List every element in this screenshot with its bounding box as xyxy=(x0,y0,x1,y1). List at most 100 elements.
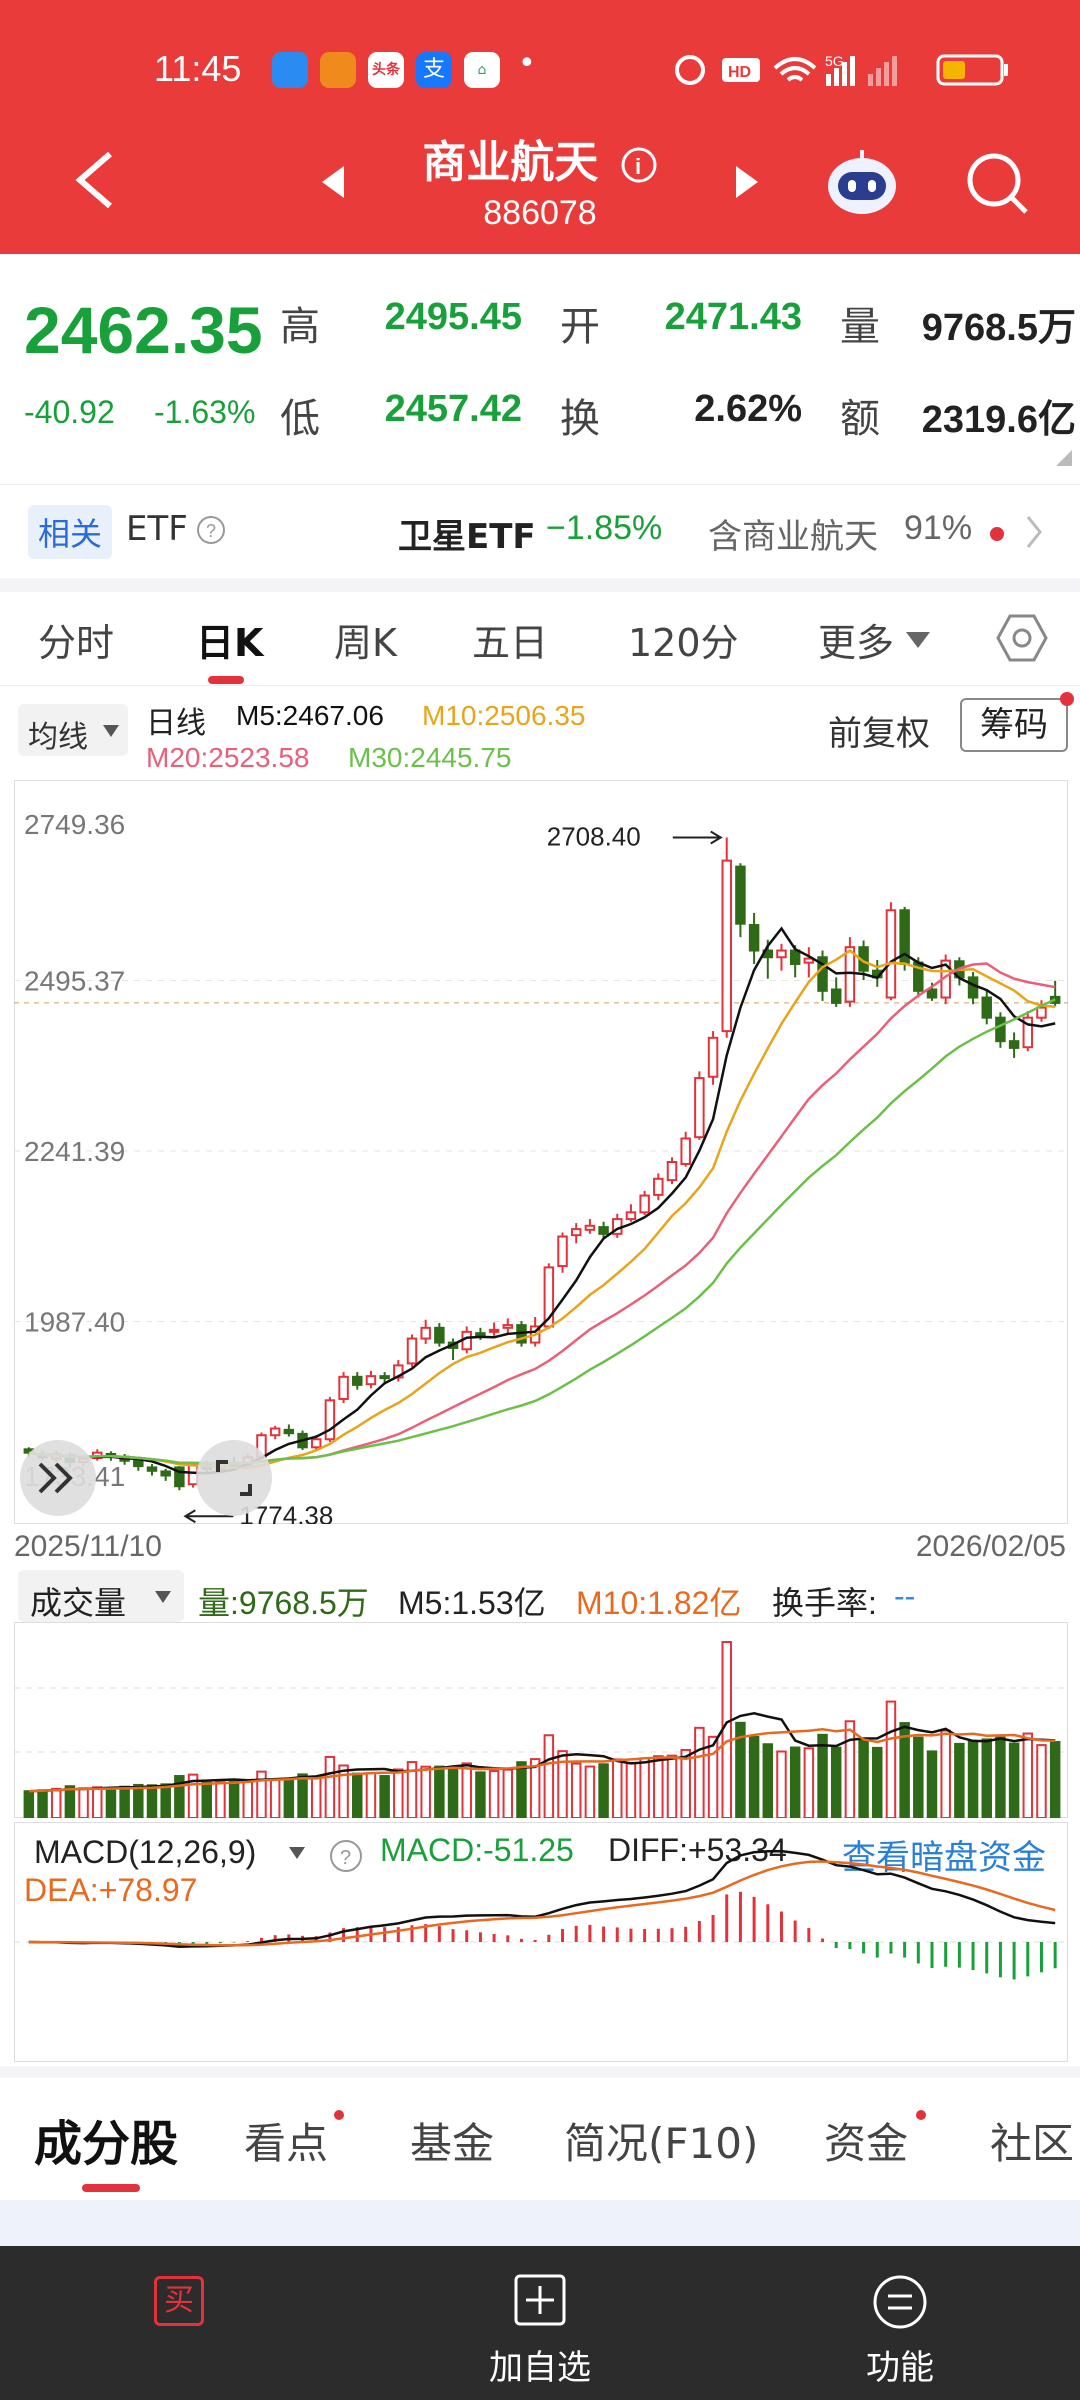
volume-bar xyxy=(776,1750,787,1818)
more-notifications-icon: • xyxy=(518,46,536,81)
add-watchlist-label[interactable]: 加自选 xyxy=(489,2348,591,2388)
volume-bar xyxy=(625,1762,637,1818)
volume-bar xyxy=(967,1739,979,1818)
status-bar: 11:45 头条 支 ⌂ • HD 5G xyxy=(150,46,1040,92)
volume-bar xyxy=(995,1736,1006,1818)
diff-value: DIFF:+53.34 xyxy=(608,1832,787,1868)
volume-bar xyxy=(557,1750,568,1818)
function-menu-icon[interactable] xyxy=(872,2274,928,2330)
indicator-select[interactable]: 均线 xyxy=(18,704,128,756)
candle xyxy=(557,1235,568,1268)
price-change-pct: -1.63% xyxy=(154,394,256,430)
volume-bar xyxy=(612,1758,623,1818)
related-etf-row[interactable]: 相关 ETF ? 卫星ETF −1.85% 含商业航天 91% xyxy=(0,484,1080,580)
tab-120min[interactable]: 120分 xyxy=(628,621,739,665)
volume-indicator-select[interactable]: 成交量 xyxy=(18,1570,184,1622)
tab-community[interactable]: 社区 xyxy=(990,2119,1075,2168)
ma10-line xyxy=(28,949,1056,1470)
y-axis-label: 2749.36 xyxy=(24,809,125,840)
volume-bar xyxy=(447,1766,459,1818)
min-arrow xyxy=(183,1509,234,1524)
banner-strip xyxy=(0,2200,1080,2246)
volume-bar xyxy=(981,1738,992,1818)
volume-bar xyxy=(283,1778,295,1818)
tab-five-day[interactable]: 五日 xyxy=(472,621,549,665)
svg-text:i: i xyxy=(635,154,641,179)
volume-bar xyxy=(406,1761,418,1818)
prev-arrow-icon[interactable] xyxy=(318,164,348,200)
macd-select-label: MACD(12,26,9) xyxy=(34,1834,257,1870)
expand-corner-icon[interactable] xyxy=(1054,448,1074,468)
chevron-down-icon xyxy=(103,725,119,737)
fullscreen-icon[interactable] xyxy=(194,1438,274,1518)
turnover-rate-label: 换手率: xyxy=(772,1585,877,1621)
next-arrow-icon[interactable] xyxy=(732,164,762,200)
volume-bar xyxy=(817,1733,828,1818)
open-value: 2471.43 xyxy=(664,296,802,338)
candle xyxy=(283,1428,295,1435)
tab-highlights[interactable]: 看点 xyxy=(244,2119,329,2168)
volume-bar xyxy=(830,1746,842,1818)
home-app-icon: ⌂ xyxy=(464,52,500,88)
tab-weekly-k[interactable]: 周K xyxy=(334,621,397,665)
back-icon[interactable] xyxy=(70,150,120,210)
tab-profile-f10[interactable]: 简况(F10) xyxy=(564,2119,759,2168)
collapse-sidebar-icon[interactable] xyxy=(18,1438,98,1518)
candle xyxy=(653,1177,664,1196)
function-label[interactable]: 功能 xyxy=(866,2348,934,2388)
macd-indicator-select[interactable]: MACD(12,26,9) xyxy=(18,1826,318,1878)
tab-capital[interactable]: 资金 xyxy=(824,2119,909,2168)
last-price: 2462.35 xyxy=(24,293,263,367)
buy-icon[interactable]: 买 xyxy=(154,2276,204,2326)
tab-daily-k[interactable]: 日K xyxy=(196,621,264,665)
dea-line xyxy=(28,1860,1056,1947)
tab-constituents[interactable]: 成分股 xyxy=(34,2116,179,2172)
candle xyxy=(584,1224,596,1231)
candle xyxy=(707,1036,719,1078)
tab-intraday[interactable]: 分时 xyxy=(38,621,115,665)
more-dropdown-icon[interactable] xyxy=(904,630,932,650)
volume-bar xyxy=(707,1735,719,1818)
dark-pool-link[interactable]: 查看暗盘资金 xyxy=(842,1838,1046,1878)
settings-hex-icon[interactable] xyxy=(996,612,1048,664)
active-content-tab-indicator xyxy=(82,2184,140,2192)
chips-button[interactable]: 筹码 xyxy=(960,698,1068,752)
volume-bar xyxy=(858,1739,869,1818)
volume-bar xyxy=(160,1783,171,1818)
kline-chart[interactable]: 2708.40 1774.38 2749.36 2495.37 2241.39 198… xyxy=(14,780,1068,1524)
volume-bar xyxy=(215,1781,226,1818)
macd-chart[interactable] xyxy=(14,1822,1068,2062)
volume-bar xyxy=(365,1772,377,1818)
volume-bar xyxy=(297,1773,308,1818)
volume-bar xyxy=(119,1785,130,1818)
candle xyxy=(475,1332,486,1337)
candle xyxy=(639,1194,650,1214)
volume-select-label: 成交量 xyxy=(30,1584,127,1622)
status-icons: HD 5G xyxy=(675,53,1008,86)
candle xyxy=(694,1077,705,1139)
volume-bar xyxy=(393,1768,404,1818)
chevron-right-icon[interactable] xyxy=(1024,515,1044,549)
volume-value-label: 量:9768.5万 xyxy=(198,1585,369,1621)
robot-assistant-icon[interactable] xyxy=(824,144,900,220)
tab-funds[interactable]: 基金 xyxy=(410,2119,495,2168)
adjust-mode[interactable]: 前复权 xyxy=(828,714,930,754)
candle xyxy=(379,1375,390,1380)
volume-bar xyxy=(680,1748,691,1818)
y-axis-label: 2241.39 xyxy=(24,1136,125,1167)
tab-more[interactable]: 更多 xyxy=(818,621,895,665)
search-icon[interactable] xyxy=(964,150,1030,216)
volume-bar xyxy=(653,1755,664,1818)
chevron-down-icon xyxy=(155,1591,171,1603)
volume-label: 量 xyxy=(840,304,880,350)
macd-help-icon[interactable]: ? xyxy=(328,1838,364,1874)
help-icon[interactable]: ? xyxy=(196,515,226,545)
add-watchlist-icon[interactable] xyxy=(514,2274,566,2326)
candle xyxy=(269,1427,281,1437)
info-icon[interactable]: i xyxy=(620,146,658,184)
content-tabs: 成分股 看点 基金 简况(F10) 资金 社区 xyxy=(0,2080,1080,2192)
candle xyxy=(502,1324,514,1329)
candle xyxy=(680,1137,691,1166)
volume-bar xyxy=(310,1775,322,1818)
volume-chart[interactable] xyxy=(14,1622,1068,1818)
